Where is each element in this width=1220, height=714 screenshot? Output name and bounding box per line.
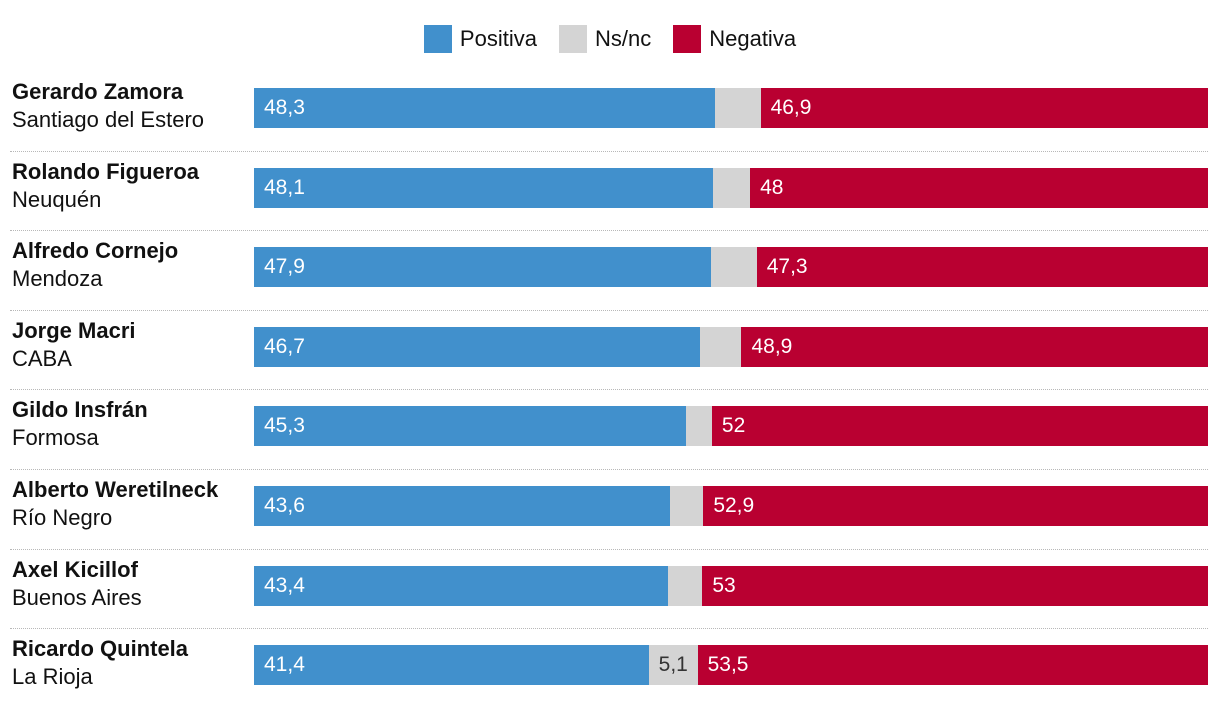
bar-segment-positive: 43,4: [254, 565, 669, 606]
governor-name: Alberto Weretilneck: [12, 476, 219, 502]
bar-segment-ns: [669, 485, 704, 526]
bar-segment-positive: 41,4: [254, 645, 649, 686]
bar-segment-negative: 48: [750, 167, 1208, 208]
province-name: Neuquén: [12, 186, 102, 212]
chart-row: Axel Kicillof Buenos Aires 43,4 53: [0, 550, 1220, 630]
category-label: Ricardo Quintela La Rioja: [12, 635, 252, 691]
governor-name: Gildo Insfrán: [12, 397, 148, 423]
province-name: Santiago del Estero: [12, 107, 205, 132]
chart-row: Alberto Weretilneck Río Negro 43,6 52,9: [0, 470, 1220, 550]
province-name: Río Negro: [12, 504, 113, 530]
bar-segment-negative: 53: [702, 565, 1208, 606]
bar-segment-positive: 43,6: [254, 485, 670, 526]
governor-name: Axel Kicillof: [12, 556, 138, 582]
bar-segment-ns: [686, 406, 712, 447]
chart-row: Rolando Figueroa Neuquén 48,1 48: [0, 152, 1220, 232]
chart-row: Gerardo Zamora Santiago del Estero 48,3 46,…: [0, 72, 1220, 152]
data-label: 52,9: [713, 493, 755, 517]
bar-segment-negative: 53,5: [697, 645, 1208, 686]
legend-swatch-positive: [423, 25, 452, 53]
data-label: 5,1: [658, 653, 688, 677]
stacked-bar: 41,4 5,1 53,5: [254, 645, 1208, 686]
province-name: CABA: [12, 345, 72, 371]
bar-segment-negative: 46,9: [760, 88, 1208, 128]
data-label: 52: [721, 414, 746, 438]
stacked-bar: 48,1 48: [254, 167, 1208, 208]
stacked-bar: 43,4 53: [254, 565, 1208, 606]
stacked-bar: 47,9 47,3: [254, 247, 1208, 288]
bar-segment-negative: 52,9: [703, 485, 1208, 526]
chart-row: Alfredo Cornejo Mendoza 47,9 47,3: [0, 231, 1220, 311]
stacked-bar: 46,7 48,9: [254, 326, 1208, 367]
data-label: 48,9: [751, 334, 793, 358]
stacked-bar: 43,6 52,9: [254, 485, 1208, 526]
province-name: Mendoza: [12, 266, 103, 292]
chart-rows: Gerardo Zamora Santiago del Estero 48,3 46,…: [0, 72, 1220, 709]
governor-name: Alfredo Cornejo: [12, 238, 179, 264]
legend-label-negative: Negativa: [709, 26, 797, 51]
category-label: Rolando Figueroa Neuquén: [12, 158, 252, 214]
stacked-bar: 45,3 52: [254, 406, 1208, 447]
bar-segment-ns: [668, 565, 703, 606]
bar-segment-negative: 52: [711, 406, 1208, 447]
data-label: 46,9: [770, 96, 812, 119]
data-label: 46,7: [264, 334, 305, 358]
bar-segment-positive: 46,7: [254, 326, 700, 367]
data-label: 48,1: [264, 175, 305, 199]
bar-segment-ns: [699, 326, 742, 367]
category-label: Axel Kicillof Buenos Aires: [12, 556, 252, 612]
bar-segment-ns: 5,1: [648, 645, 698, 686]
bar-segment-positive: 48,3: [254, 88, 715, 128]
data-label: 43,4: [264, 573, 305, 597]
data-label: 47,9: [264, 255, 305, 279]
bar-segment-positive: 45,3: [254, 406, 687, 447]
bar-segment-negative: 47,3: [756, 247, 1208, 288]
legend-item-negative: Negativa: [673, 25, 796, 53]
chart-row: Ricardo Quintela La Rioja 41,4 5,1 53,5: [0, 629, 1220, 709]
governor-name: Rolando Figueroa: [12, 158, 199, 184]
data-label: 53: [712, 573, 736, 597]
province-name: Formosa: [12, 425, 99, 451]
governor-name: Gerardo Zamora: [12, 79, 184, 104]
category-label: Gildo Insfrán Formosa: [12, 396, 252, 452]
province-name: Buenos Aires: [12, 584, 142, 610]
legend-item-ns: Ns/nc: [558, 25, 652, 53]
legend-item-positive: Positiva: [423, 25, 537, 53]
data-label: 53,5: [707, 653, 749, 677]
province-name: La Rioja: [12, 664, 93, 690]
data-label: 41,4: [264, 653, 305, 677]
legend-label-ns: Ns/nc: [594, 26, 652, 51]
governor-name: Ricardo Quintela: [12, 636, 189, 662]
data-label: 43,6: [264, 493, 305, 517]
data-label: 45,3: [264, 414, 305, 438]
category-label: Alfredo Cornejo Mendoza: [12, 237, 252, 293]
bar-segment-ns: [712, 167, 751, 208]
category-label: Jorge Macri CABA: [12, 317, 252, 373]
data-label: 48: [760, 175, 784, 199]
chart-row: Jorge Macri CABA 46,7 48,9: [0, 311, 1220, 391]
data-label: 47,3: [766, 255, 808, 279]
bar-segment-negative: 48,9: [741, 326, 1208, 367]
governor-name: Jorge Macri: [12, 317, 136, 343]
category-label: Alberto Weretilneck Río Negro: [12, 476, 252, 532]
stacked-bar: 48,3 46,9: [254, 88, 1208, 128]
legend-label-positive: Positiva: [459, 26, 537, 51]
legend-swatch-ns: [558, 25, 587, 53]
bar-segment-ns: [710, 247, 757, 288]
legend-swatch-negative: [673, 25, 702, 53]
category-label: Gerardo Zamora Santiago del Estero: [12, 78, 252, 134]
bar-segment-ns: [714, 88, 761, 128]
bar-segment-positive: 47,9: [254, 247, 711, 288]
bar-segment-positive: 48,1: [254, 167, 713, 208]
chart-legend: Positiva Ns/nc Negativa: [0, 24, 1220, 54]
chart-row: Gildo Insfrán Formosa 45,3 52: [0, 390, 1220, 470]
data-label: 48,3: [264, 96, 305, 119]
